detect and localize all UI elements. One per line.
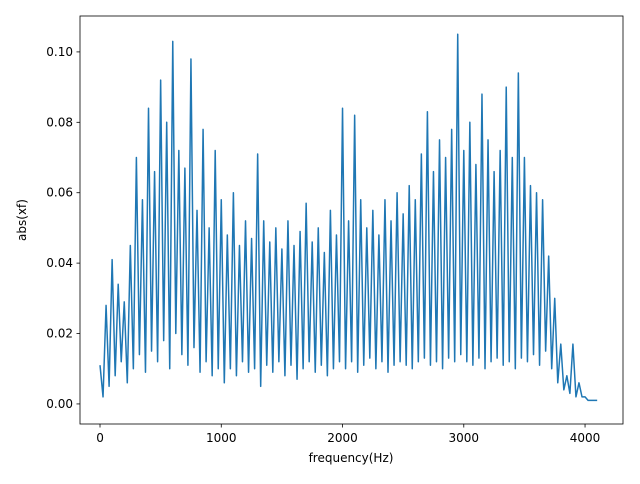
x-tick-label: 1000 (206, 431, 237, 445)
x-axis-label: frequency(Hz) (309, 451, 394, 465)
y-tick-label: 0.02 (46, 327, 73, 341)
axes-frame (79, 15, 624, 425)
y-tick-label: 0.06 (46, 186, 73, 200)
y-tick-label: 0.08 (46, 115, 73, 129)
x-tick-label: 4000 (570, 431, 601, 445)
x-tick-label: 0 (96, 431, 104, 445)
y-tick-label: 0.10 (46, 45, 73, 59)
y-tick-label: 0.04 (46, 256, 73, 270)
y-axis-label: abs(xf) (15, 199, 29, 241)
x-tick-label: 3000 (449, 431, 480, 445)
x-tick-label: 2000 (327, 431, 358, 445)
spectrum-line (99, 33, 598, 402)
y-tick-label: 0.00 (46, 397, 73, 411)
